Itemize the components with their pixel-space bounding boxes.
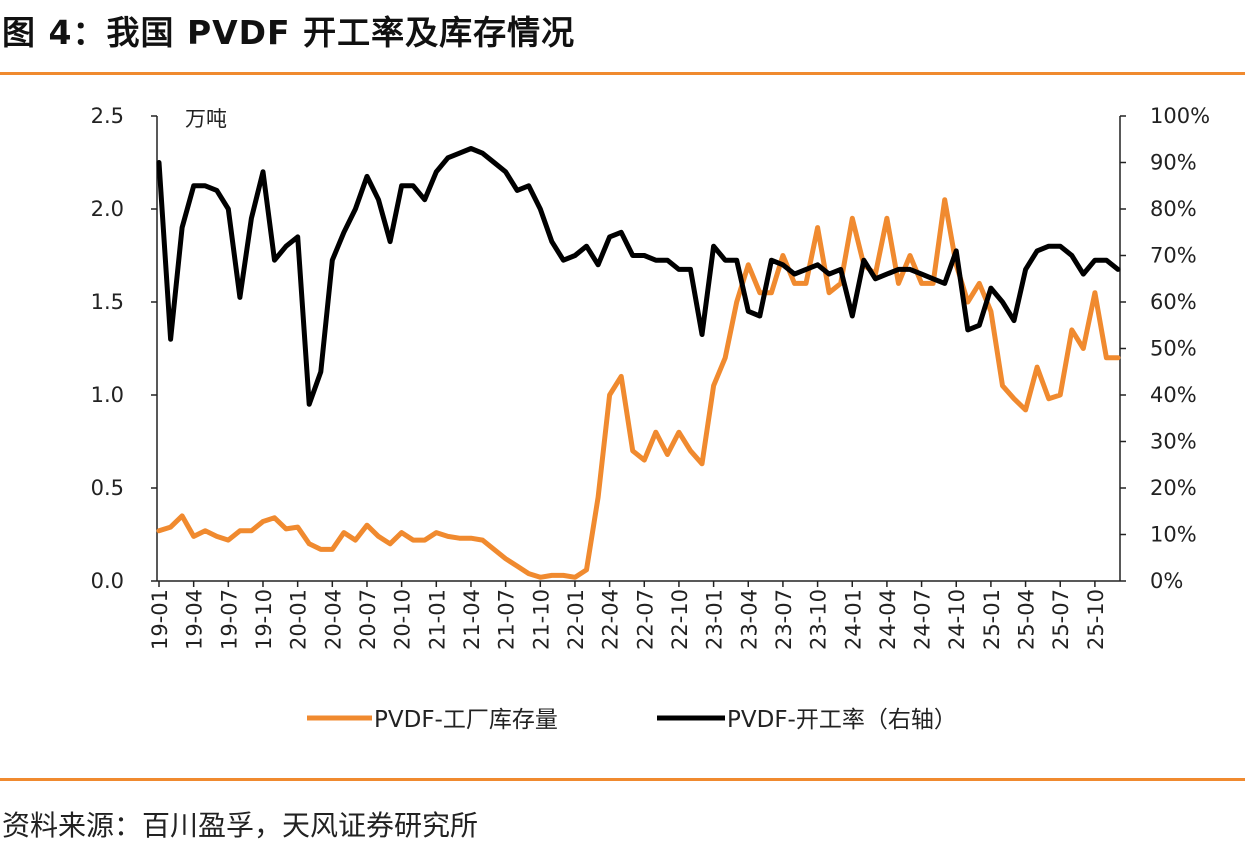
x-tick-label: 24-01	[841, 589, 865, 650]
x-tick-label: 20-01	[287, 589, 311, 650]
left-tick-label: 1.5	[91, 290, 124, 314]
bottom-divider	[0, 778, 1245, 781]
utilization-series-line	[156, 146, 1121, 407]
x-tick-label: 21-10	[529, 589, 553, 650]
x-tick-label: 22-10	[668, 589, 692, 650]
x-tick-label: 19-07	[217, 589, 241, 650]
x-tick-label: 20-07	[356, 589, 380, 650]
x-tick-label: 21-07	[495, 589, 519, 650]
x-tick-label: 25-07	[1049, 589, 1073, 650]
chart-axes: 0.0 0.5 1.0 1.5 2.0 2.5 万吨 0% 10% 20% 30% 40% 50% 60%…	[91, 104, 1210, 650]
chart-legend: PVDF-工厂库存量 PVDF-开工率（右轴）	[307, 707, 957, 733]
source-note: 资料来源：百川盈孚，天风证券研究所	[2, 809, 479, 842]
legend-label: PVDF-工厂库存量	[374, 707, 558, 733]
right-tick-label: 70%	[1150, 244, 1197, 268]
right-tick-label: 20%	[1150, 476, 1197, 500]
right-tick-label: 40%	[1150, 383, 1197, 407]
right-tick-label: 80%	[1150, 197, 1197, 221]
figure-title: 图 4：我国 PVDF 开工率及库存情况	[2, 13, 576, 52]
x-tick-label: 22-01	[564, 589, 588, 650]
x-tick-label: 23-07	[772, 589, 796, 650]
left-axis-unit: 万吨	[185, 107, 227, 131]
x-tick-label: 22-07	[633, 589, 657, 650]
left-tick-label: 0.0	[91, 569, 124, 593]
x-tick-label: 21-04	[460, 589, 484, 650]
right-tick-label: 90%	[1150, 151, 1197, 175]
x-tick-label: 21-01	[425, 589, 449, 650]
top-divider	[0, 72, 1245, 75]
right-tick-label: 10%	[1150, 523, 1197, 547]
x-tick-label: 20-04	[321, 589, 345, 650]
x-tick-label: 23-10	[807, 589, 831, 650]
legend-label: PVDF-开工率（右轴）	[727, 707, 957, 733]
x-tick-label: 24-07	[911, 589, 935, 650]
chart-canvas: 0.0 0.5 1.0 1.5 2.0 2.5 万吨 0% 10% 20% 30% 40% 50% 60%…	[91, 104, 1210, 733]
right-tick-label: 0%	[1150, 569, 1183, 593]
right-tick-label: 30%	[1150, 430, 1197, 454]
left-tick-label: 1.0	[91, 383, 124, 407]
x-tick-label: 22-04	[599, 589, 623, 650]
x-tick-label: 19-10	[252, 589, 276, 650]
right-tick-label: 50%	[1150, 337, 1197, 361]
x-tick-label: 24-10	[945, 589, 969, 650]
x-tick-label: 25-01	[980, 589, 1004, 650]
x-tick-label: 19-01	[148, 589, 172, 650]
chart-series-layer	[156, 146, 1121, 580]
left-tick-label: 2.5	[91, 104, 124, 128]
x-tick-label: 25-10	[1084, 589, 1108, 650]
left-tick-label: 2.0	[91, 197, 124, 221]
x-tick-label: 24-04	[876, 589, 900, 650]
x-tick-label: 20-10	[391, 589, 415, 650]
left-tick-label: 0.5	[91, 476, 124, 500]
right-tick-label: 60%	[1150, 290, 1197, 314]
x-tick-label: 23-04	[737, 589, 761, 650]
x-tick-label: 23-01	[703, 589, 727, 650]
x-tick-label: 25-04	[1015, 589, 1039, 650]
right-tick-label: 100%	[1150, 104, 1210, 128]
x-tick-label: 19-04	[183, 589, 207, 650]
